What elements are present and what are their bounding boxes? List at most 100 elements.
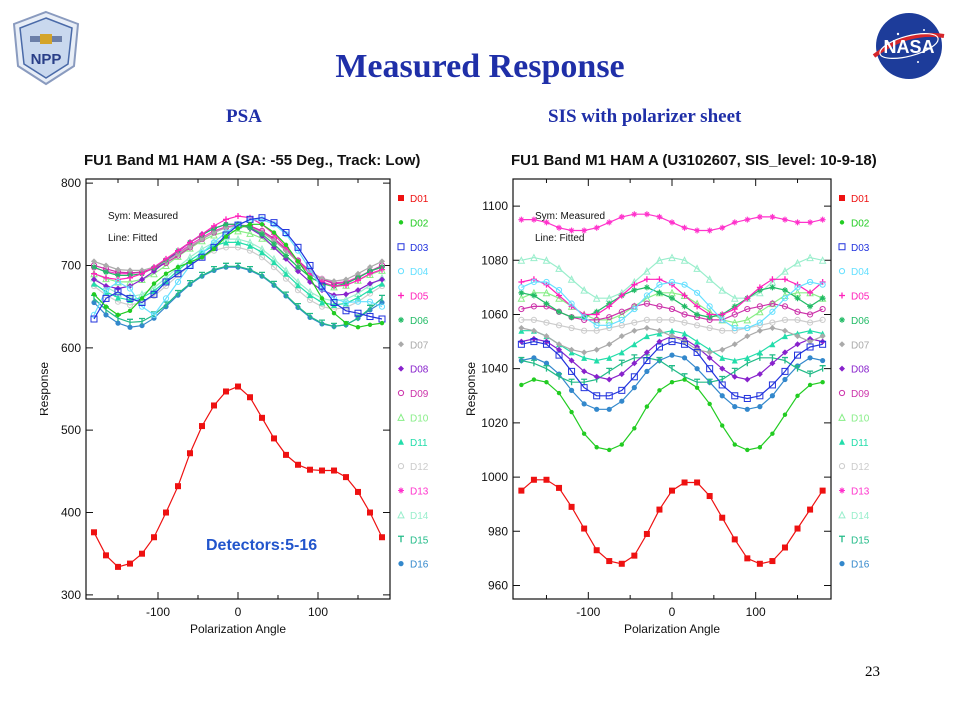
data-point <box>719 311 726 318</box>
data-point <box>756 213 763 220</box>
data-point <box>631 287 638 294</box>
legend-entry: D10 <box>838 413 870 424</box>
legend-label: D16 <box>410 560 429 571</box>
data-point <box>781 267 789 275</box>
nasa-logo: NASA <box>868 10 950 87</box>
data-point <box>115 294 121 301</box>
data-point <box>807 506 814 513</box>
data-point <box>556 224 563 231</box>
legend-marker <box>839 220 845 225</box>
data-point <box>530 338 538 346</box>
data-point <box>126 294 134 302</box>
data-point <box>794 365 801 372</box>
data-point <box>719 365 726 372</box>
legend-entry: D11 <box>839 438 869 449</box>
series-d07 <box>518 325 826 356</box>
right-heading: SIS with polarizer sheet <box>548 106 742 127</box>
data-point <box>556 484 563 491</box>
data-point <box>555 294 563 302</box>
data-point <box>367 270 373 277</box>
legend-entry: D14 <box>397 510 429 522</box>
x-tick-label: 100 <box>746 605 766 619</box>
y-tick-label: 300 <box>61 588 81 602</box>
data-point <box>606 341 613 348</box>
data-point <box>668 316 676 324</box>
y-axis-label: Response <box>40 362 51 416</box>
data-point <box>681 355 688 361</box>
data-point <box>126 285 134 292</box>
data-point <box>518 284 525 291</box>
data-point <box>643 316 650 324</box>
data-point <box>681 303 688 310</box>
data-point <box>806 319 814 326</box>
legend-marker <box>839 292 845 299</box>
legend-marker <box>397 463 405 470</box>
data-point <box>807 327 814 334</box>
data-point <box>518 305 525 313</box>
data-point <box>330 299 338 307</box>
data-point <box>706 493 713 500</box>
data-point <box>307 312 313 320</box>
data-point <box>307 466 313 473</box>
data-point <box>681 224 688 231</box>
data-point <box>367 287 373 294</box>
legend-label: D02 <box>851 218 870 229</box>
data-point <box>379 534 385 541</box>
data-point <box>235 213 241 220</box>
legend-entry: D03 <box>838 243 870 254</box>
data-point <box>819 216 826 223</box>
data-point <box>806 343 814 351</box>
data-point <box>781 303 789 310</box>
data-point <box>235 383 241 390</box>
data-point <box>756 349 763 356</box>
data-point <box>781 316 789 324</box>
data-point <box>568 387 575 393</box>
data-point <box>175 289 181 297</box>
data-point <box>295 264 301 271</box>
detectors-annotation: Detectors:5-16 <box>200 537 324 555</box>
data-point <box>198 253 206 261</box>
legend-entry: D09 <box>397 389 429 400</box>
data-point <box>694 366 700 372</box>
legend-marker <box>838 389 846 397</box>
data-point <box>757 445 763 450</box>
data-point <box>819 487 826 494</box>
data-point <box>731 306 738 313</box>
legend-entry: D13 <box>398 487 429 498</box>
data-point <box>162 295 170 302</box>
data-point <box>781 276 788 283</box>
data-point <box>271 259 277 266</box>
data-point <box>656 289 663 296</box>
data-point <box>568 300 575 307</box>
legend-entry: D07 <box>398 340 429 351</box>
data-point <box>694 227 701 234</box>
legend-marker <box>838 268 846 275</box>
data-point <box>567 275 576 283</box>
data-point <box>543 319 550 326</box>
x-tick-label: -100 <box>146 605 170 619</box>
data-point <box>150 269 158 278</box>
plot-area <box>90 213 386 570</box>
data-point <box>794 351 802 359</box>
data-point <box>556 341 563 348</box>
legend-marker <box>838 413 846 421</box>
data-point <box>606 354 613 361</box>
legend-entry: D04 <box>397 267 429 278</box>
data-point <box>593 547 600 554</box>
data-point <box>769 300 776 307</box>
series-d02 <box>91 222 385 330</box>
data-point <box>379 280 385 287</box>
data-point <box>756 392 764 400</box>
data-point <box>643 349 650 356</box>
data-point <box>246 229 254 237</box>
data-point <box>756 307 764 316</box>
series-d01 <box>91 383 385 570</box>
data-point <box>283 270 289 277</box>
data-point <box>518 487 525 494</box>
data-point <box>731 536 738 543</box>
legend-label: D03 <box>851 243 870 254</box>
data-point <box>199 423 205 430</box>
data-point <box>669 333 675 340</box>
legend-entry: D06 <box>839 316 870 327</box>
data-point <box>718 381 726 389</box>
